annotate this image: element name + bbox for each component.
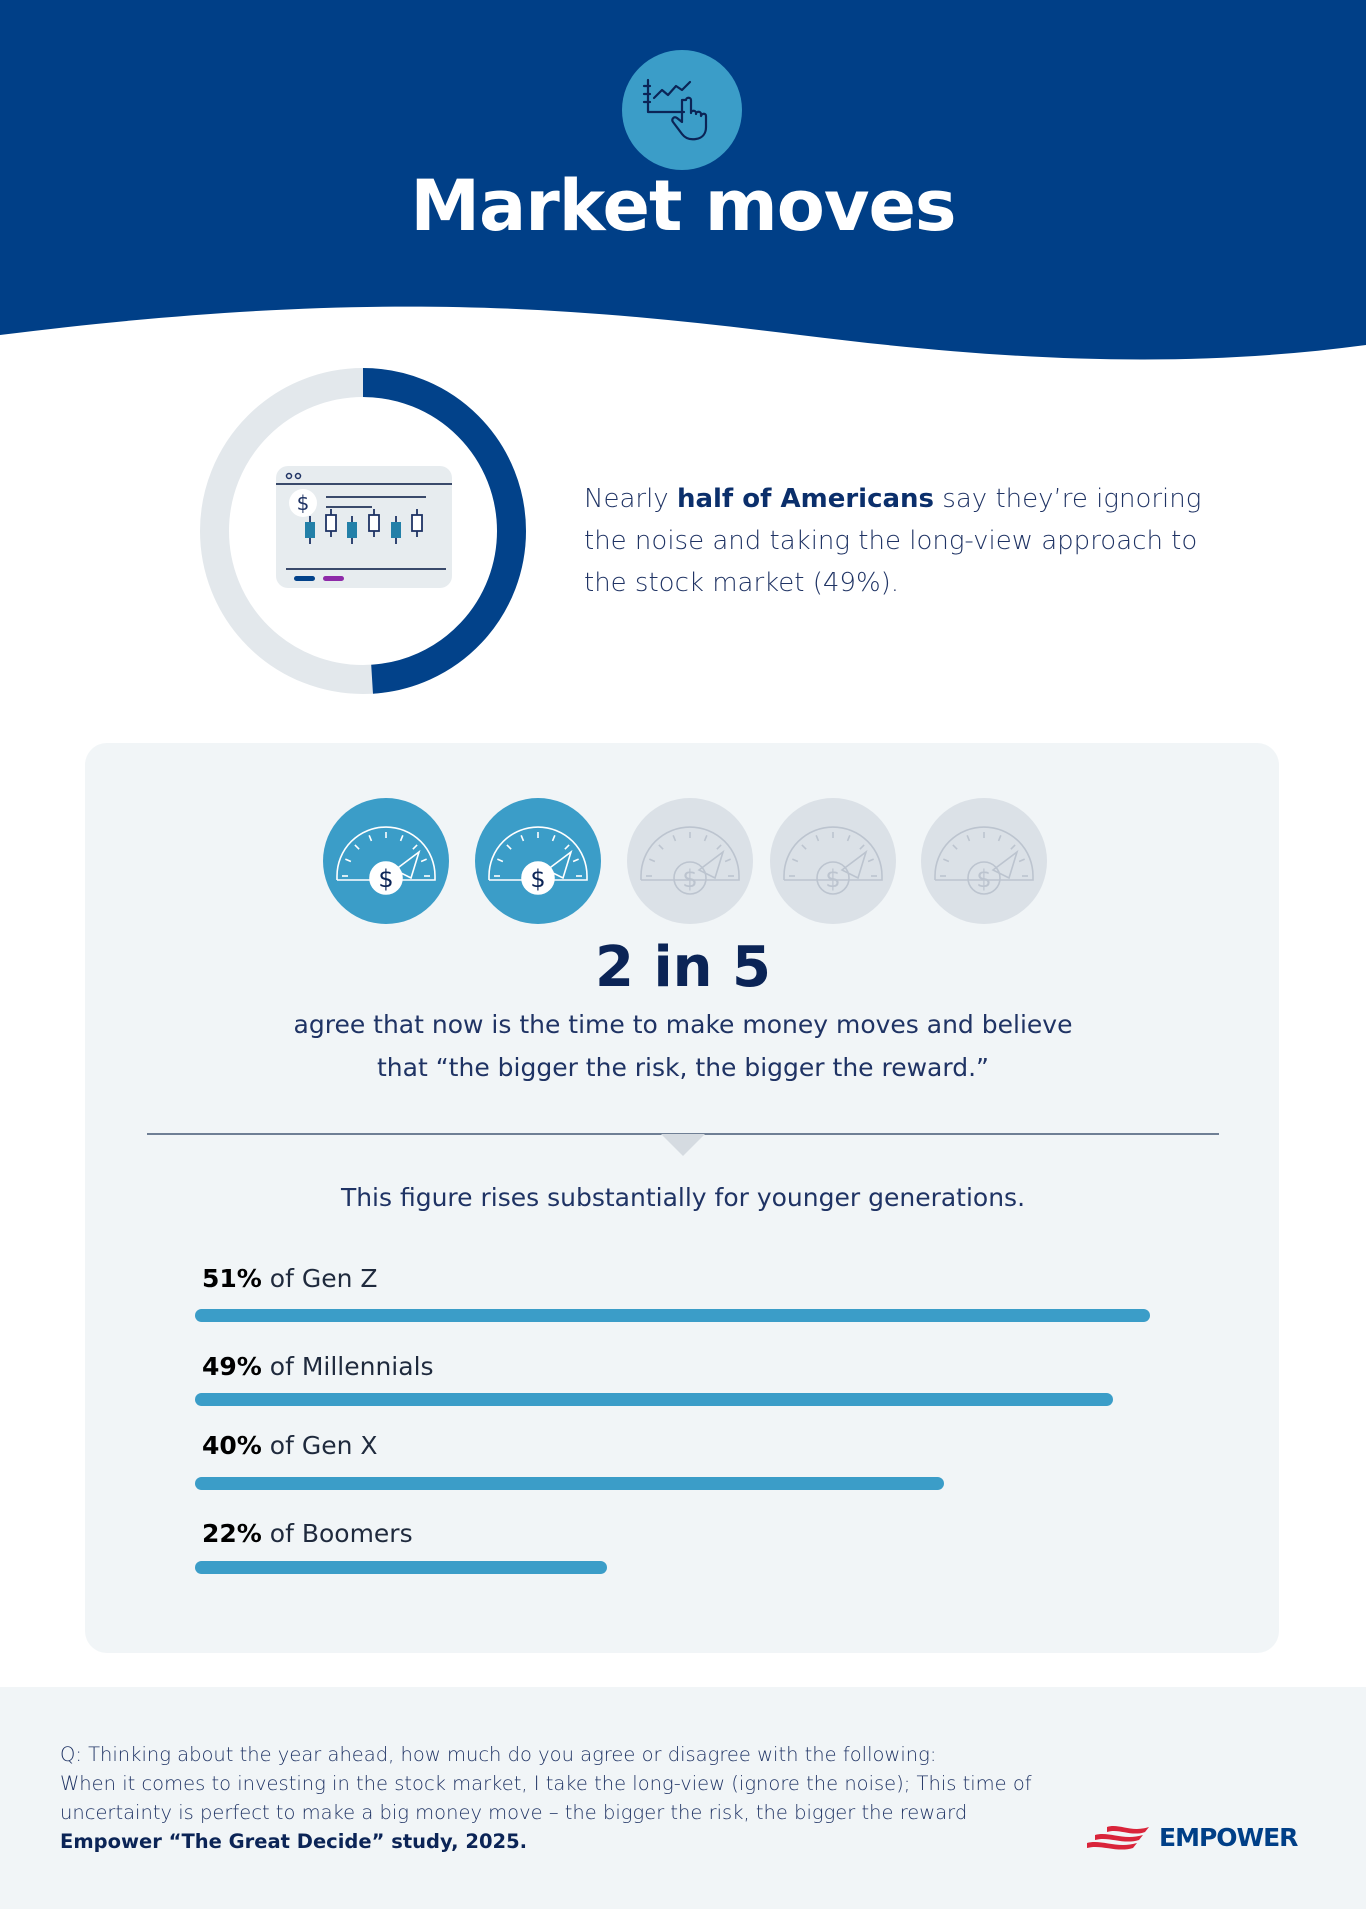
svg-text:$: $ (297, 491, 310, 515)
footer (0, 1687, 1366, 1909)
gauge-icon-empty: $ (770, 798, 896, 924)
generation-bar (195, 1561, 607, 1574)
footnote-line1: Q: Thinking about the year ahead, how mu… (60, 1743, 937, 1766)
footnote-source: Empower “The Great Decide” study, 2025. (60, 1830, 528, 1853)
empower-logo: EMPOWER (1087, 1822, 1298, 1852)
gauge-icon-filled: $ (475, 798, 601, 924)
footnote-line2: When it comes to investing in the stock … (60, 1772, 1032, 1795)
svg-text:$: $ (825, 865, 840, 893)
svg-text:$: $ (530, 865, 545, 893)
chart-hand-pointer-icon (622, 50, 742, 170)
generation-bar (195, 1393, 1113, 1406)
subhead: This figure rises substantially for youn… (340, 1183, 1026, 1212)
header-banner (0, 0, 1366, 360)
generation-label: 22% of Boomers (202, 1519, 413, 1548)
gauge-icon-empty: $ (921, 798, 1047, 924)
donut-chart: $ (200, 368, 526, 694)
divider-pointer (661, 1134, 705, 1156)
generation-bar (195, 1477, 945, 1490)
intro-text: Nearly half of Americans say they’re ign… (584, 484, 1202, 598)
generation-bar (195, 1309, 1150, 1322)
footnote-line3: uncertainty is perfect to make a big mon… (60, 1801, 968, 1824)
empower-logo-mark (1087, 1826, 1149, 1850)
gauge-row: $ $ $ $ $ (0, 798, 1366, 924)
stat-description-line1: agree that now is the time to make money… (293, 1010, 1073, 1039)
headline-stat: 2 in 5 (595, 935, 771, 1000)
gauge-icon-empty: $ (627, 798, 753, 924)
generation-label: 49% of Millennials (202, 1352, 434, 1381)
donut-value-arc (200, 368, 526, 694)
gauge-icon-filled: $ (323, 798, 449, 924)
empower-logo-text: EMPOWER (1159, 1822, 1298, 1852)
svg-text:$: $ (378, 865, 393, 893)
generation-label: 51% of Gen Z (202, 1264, 378, 1293)
page-title: Market moves (410, 165, 956, 247)
stock-window-icon: $ (276, 466, 452, 588)
generation-label: 40% of Gen X (202, 1431, 378, 1460)
stat-description-line2: that “the bigger the risk, the bigger th… (377, 1053, 989, 1082)
svg-text:$: $ (976, 865, 991, 893)
svg-text:$: $ (682, 865, 697, 893)
